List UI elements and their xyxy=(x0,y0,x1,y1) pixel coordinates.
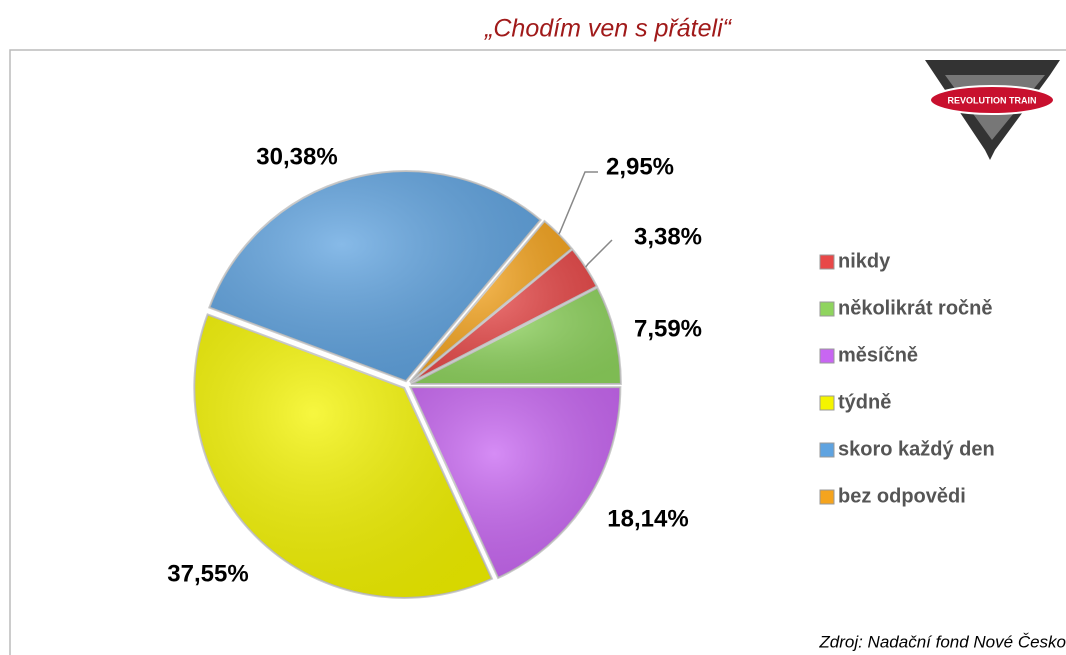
legend-swatch xyxy=(819,395,835,411)
slice-shade xyxy=(410,287,621,385)
slice-shade xyxy=(410,249,597,383)
data-label: 18,14% xyxy=(607,505,688,532)
source: Zdroj: Nadační fond Nové Česko xyxy=(818,632,1066,651)
leader-line xyxy=(558,171,598,235)
legend-label: bez odpovědi xyxy=(838,485,966,507)
legend-swatch xyxy=(819,348,835,364)
data-label: 30,38% xyxy=(256,143,337,170)
logo-text: REVOLUTION TRAIN xyxy=(948,95,1037,105)
data-label: 37,55% xyxy=(167,560,248,587)
legend-swatch xyxy=(819,489,835,505)
legend-label: měsíčně xyxy=(838,344,918,366)
legend-swatch xyxy=(819,301,835,317)
logo: REVOLUTION TRAIN xyxy=(925,60,1060,160)
slice-shade xyxy=(209,171,541,382)
leader-line xyxy=(585,239,613,268)
chart-title: „Chodím ven s přáteli“ xyxy=(484,15,733,43)
slice-shade xyxy=(410,387,621,578)
legend-swatch xyxy=(819,442,835,458)
data-label: 7,59% xyxy=(634,315,702,342)
legend-swatch xyxy=(819,254,835,270)
slice-shade xyxy=(409,221,572,383)
legend-label: několikrát ročně xyxy=(838,297,993,319)
legend-label: skoro každý den xyxy=(838,438,995,460)
slice-shade xyxy=(194,314,493,598)
data-label: 3,38% xyxy=(634,223,702,250)
data-label: 2,95% xyxy=(606,153,674,180)
legend-label: týdně xyxy=(838,391,891,413)
legend-label: nikdy xyxy=(838,250,891,272)
